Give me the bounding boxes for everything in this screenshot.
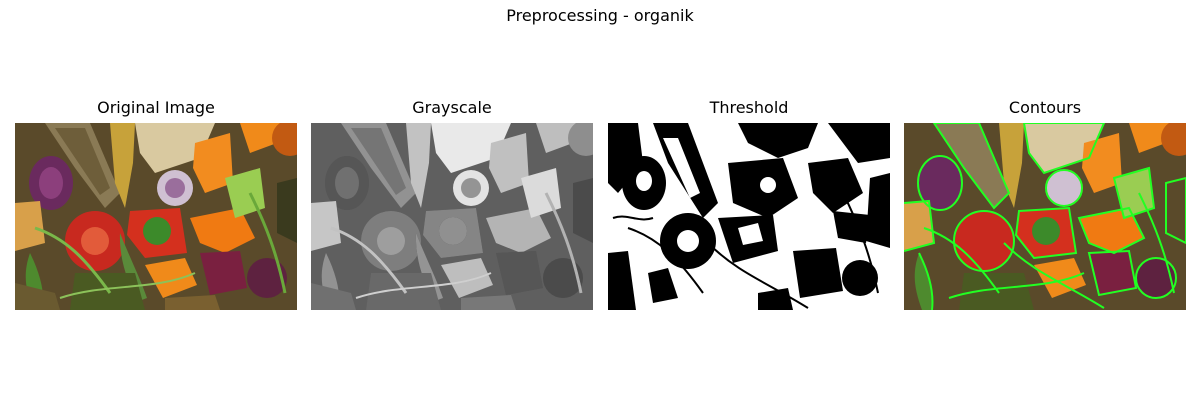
figure-title: Preprocessing - organik [506, 6, 694, 25]
panel-title-original: Original Image [97, 98, 215, 117]
panel-title-contours: Contours [1008, 98, 1082, 117]
original-image [15, 123, 297, 310]
contours-image [904, 123, 1186, 310]
panel-title-threshold: Threshold [709, 98, 789, 117]
threshold-image [608, 123, 890, 310]
grayscale-image [311, 123, 593, 310]
panel-title-grayscale: Grayscale [412, 98, 492, 117]
